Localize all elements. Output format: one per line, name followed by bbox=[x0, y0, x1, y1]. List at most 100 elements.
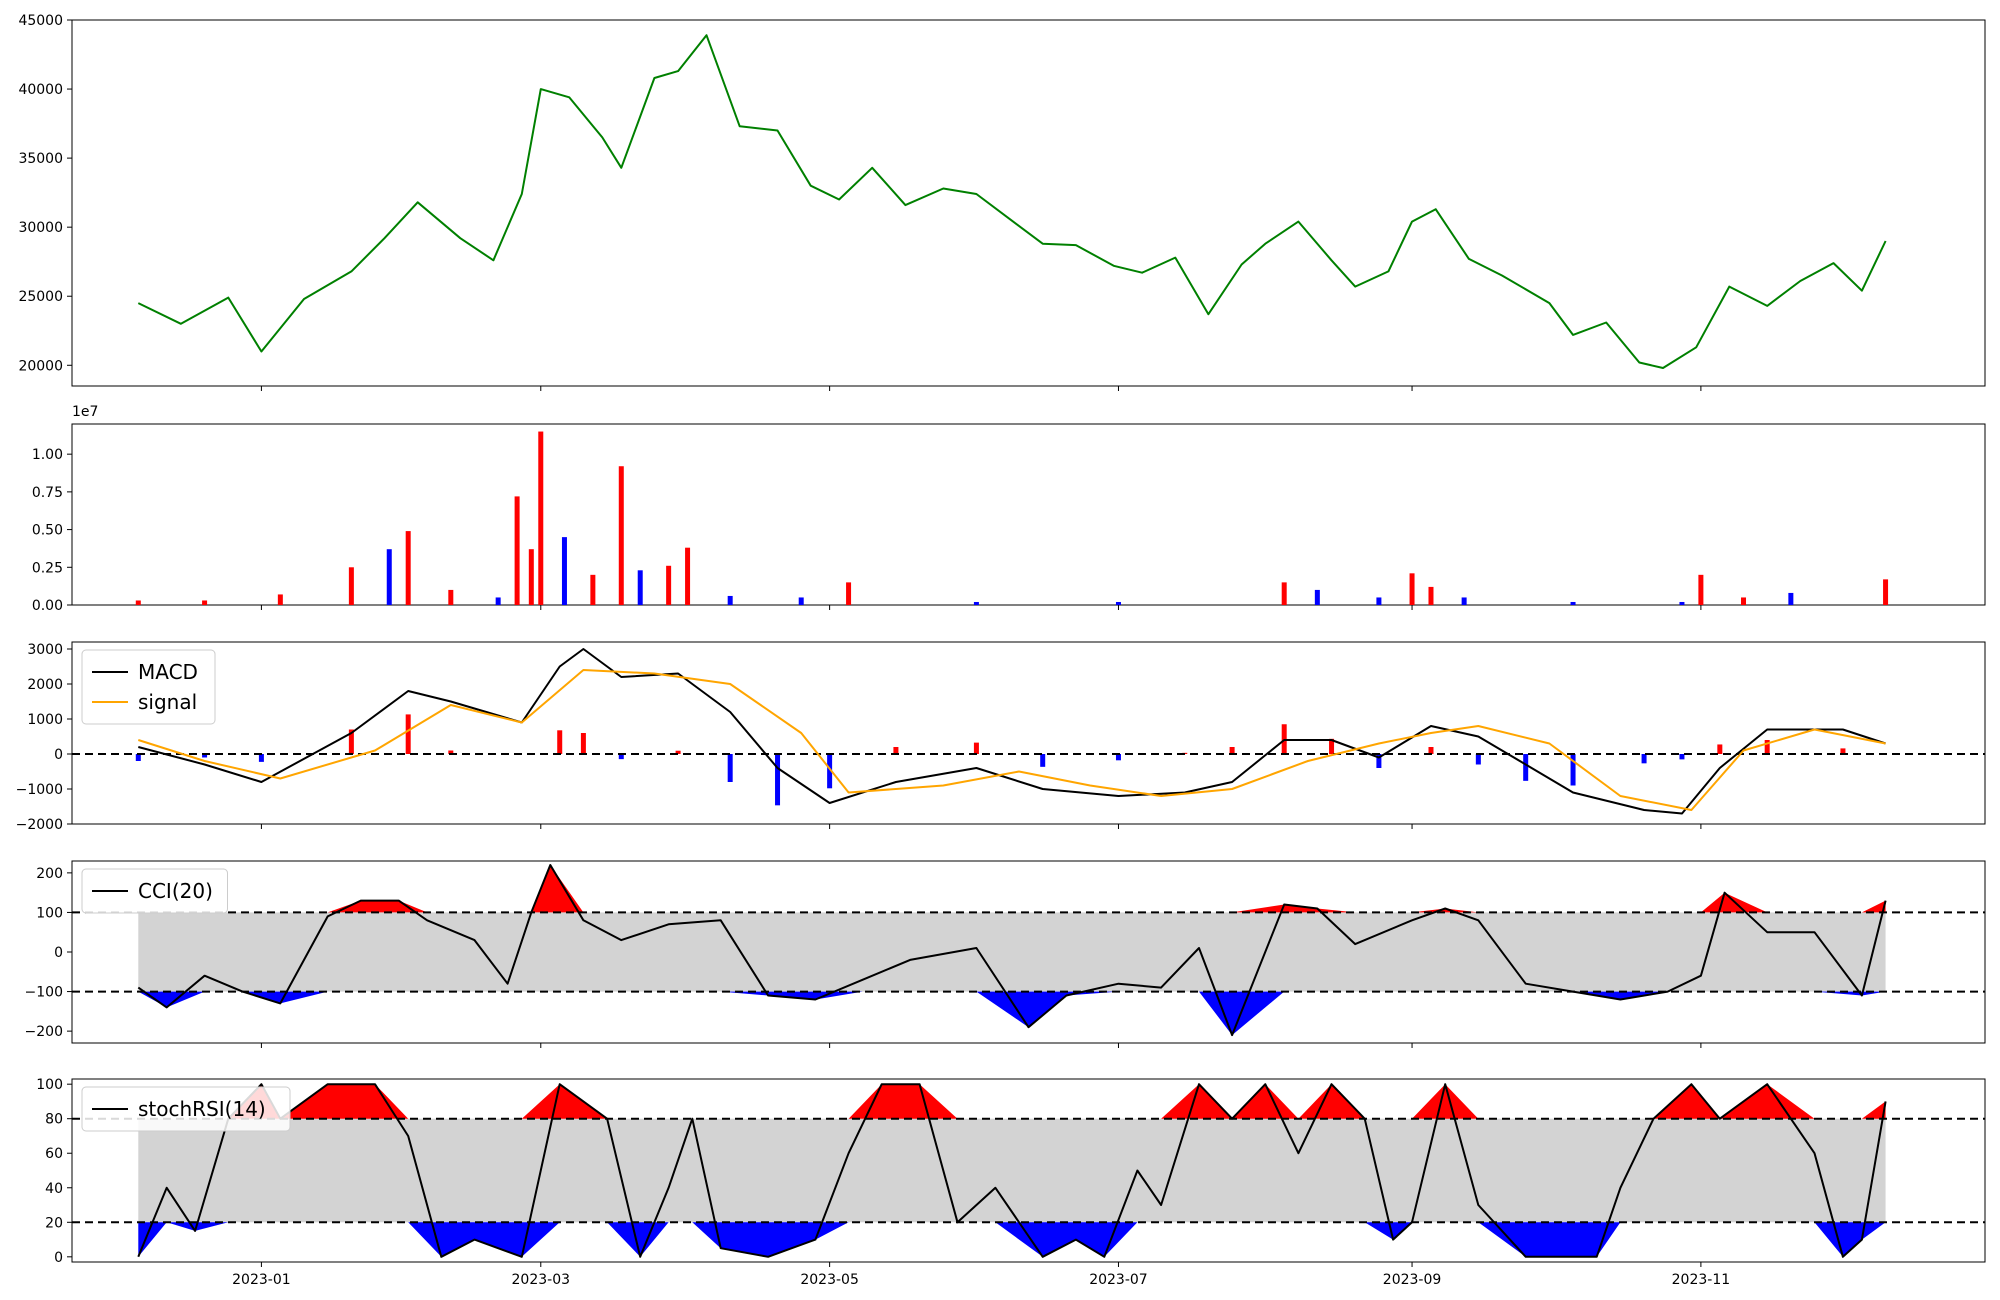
macd-histogram-bar bbox=[135, 754, 141, 761]
volume-bar bbox=[538, 431, 544, 605]
volume-bar bbox=[495, 597, 501, 605]
volume-bar bbox=[590, 574, 596, 605]
volume-bar bbox=[448, 589, 454, 605]
y-tick-label: 0.50 bbox=[32, 523, 63, 539]
axes-frame bbox=[71, 423, 1986, 606]
x-tick-label: 2023-01 bbox=[232, 1272, 291, 1288]
panel-1: 20000 25000 30000 35000 40000 45000 bbox=[18, 13, 1986, 391]
volume-bar bbox=[1409, 573, 1415, 605]
x-tick-label: 2023-09 bbox=[1383, 1272, 1442, 1288]
y-tick-label: 25000 bbox=[18, 289, 63, 305]
panel-3: −2000 −1000 0 1000 2000 3000 MACD signal bbox=[16, 641, 1986, 833]
oversold-fill bbox=[138, 991, 1886, 1036]
y-tick-label: 100 bbox=[36, 905, 63, 921]
y-tick-label: 80 bbox=[45, 1112, 63, 1128]
y-tick-label: 3000 bbox=[27, 642, 63, 658]
volume-bar bbox=[1115, 601, 1121, 605]
macd-histogram-bar bbox=[893, 747, 899, 754]
volume-bar bbox=[1461, 597, 1467, 605]
y-tick-label: 20000 bbox=[18, 358, 63, 374]
volume-bar bbox=[386, 549, 392, 605]
macd-histogram-bar bbox=[202, 754, 208, 758]
volume-bar bbox=[1314, 589, 1320, 605]
y-tick-label: 0 bbox=[54, 1250, 63, 1266]
y-tick-label: 20 bbox=[45, 1215, 63, 1231]
volume-bar bbox=[528, 549, 534, 605]
volume-bar bbox=[618, 466, 624, 605]
axes-frame bbox=[71, 641, 1986, 825]
series-line-MACD bbox=[138, 648, 1886, 815]
macd-histogram-bar bbox=[827, 754, 833, 789]
macd-histogram-bar bbox=[973, 742, 979, 754]
y-offset-label: 1e7 bbox=[72, 404, 98, 420]
y-tick-label: 1.00 bbox=[32, 447, 63, 463]
y-tick-label: 100 bbox=[36, 1077, 63, 1093]
legend-label: CCI(20) bbox=[138, 879, 213, 903]
y-tick-label: 200 bbox=[36, 866, 63, 882]
macd-histogram-bar bbox=[1840, 748, 1846, 754]
macd-histogram-bar bbox=[1570, 754, 1576, 786]
y-tick-label: 30000 bbox=[18, 220, 63, 236]
macd-histogram-bar bbox=[675, 750, 681, 754]
panel-4: −200 −100 0 100 200 CCI(20) bbox=[25, 860, 1986, 1048]
oversold-fill bbox=[138, 1222, 1886, 1257]
volume-bar bbox=[1788, 592, 1794, 605]
macd-histogram-bar bbox=[1717, 744, 1723, 754]
y-tick-label: 0.25 bbox=[32, 560, 63, 576]
volume-bar bbox=[135, 600, 141, 605]
volume-bar bbox=[1428, 586, 1434, 605]
macd-histogram-bar bbox=[1329, 738, 1335, 754]
macd-histogram-bar bbox=[775, 754, 781, 806]
volume-bar bbox=[1376, 597, 1382, 605]
macd-histogram-bar bbox=[1376, 754, 1382, 768]
macd-histogram-bar bbox=[618, 754, 624, 760]
y-tick-label: −100 bbox=[25, 985, 63, 1001]
y-tick-label: −2000 bbox=[16, 817, 63, 833]
legend-box bbox=[81, 649, 216, 725]
volume-bar bbox=[666, 565, 672, 605]
volume-bar bbox=[348, 567, 354, 605]
x-tick-label: 2023-11 bbox=[1672, 1272, 1731, 1288]
macd-histogram-bar bbox=[348, 729, 354, 754]
y-tick-label: 0 bbox=[54, 747, 63, 763]
macd-histogram-bar bbox=[1229, 747, 1235, 754]
panel-5: 0 20 40 60 80 100 stochRSI(14) 2023-01 2023-03 20… bbox=[36, 1077, 1986, 1288]
y-tick-label: 0.75 bbox=[32, 485, 63, 501]
macd-histogram-bar bbox=[580, 733, 586, 754]
macd-histogram-bar bbox=[1115, 754, 1121, 761]
y-tick-label: −200 bbox=[25, 1024, 63, 1040]
macd-histogram-bar bbox=[1040, 754, 1046, 767]
volume-bar bbox=[798, 597, 804, 605]
legend-label: stochRSI(14) bbox=[138, 1097, 266, 1121]
y-tick-label: 1000 bbox=[27, 712, 63, 728]
panel-2: 0.00 0.25 0.50 0.75 1.00 1e7 bbox=[32, 404, 1986, 614]
macd-histogram-bar bbox=[1679, 754, 1685, 760]
volume-bar bbox=[202, 600, 208, 605]
series-line-stochRSI(14) bbox=[137, 1083, 1887, 1258]
overbought-fill bbox=[138, 1084, 1886, 1119]
overbought-fill bbox=[138, 865, 1886, 913]
y-tick-label: 35000 bbox=[18, 151, 63, 167]
axes-frame bbox=[71, 1078, 1986, 1263]
series-line-signal bbox=[137, 669, 1886, 811]
volume-bar bbox=[277, 594, 283, 605]
neutral-band bbox=[138, 912, 1886, 992]
legend-box bbox=[81, 1086, 291, 1132]
volume-bar bbox=[685, 547, 691, 605]
volume-bar bbox=[1741, 597, 1747, 605]
volume-bar bbox=[1698, 574, 1704, 605]
macd-histogram-bar bbox=[557, 730, 563, 754]
y-tick-label: 40000 bbox=[18, 82, 63, 98]
legend-label: signal bbox=[138, 690, 197, 714]
neutral-band bbox=[138, 1118, 1886, 1223]
macd-histogram-bar bbox=[1428, 747, 1434, 754]
volume-bar bbox=[1570, 601, 1576, 605]
x-tick-label: 2023-05 bbox=[800, 1272, 859, 1288]
x-tick-label: 2023-07 bbox=[1089, 1272, 1148, 1288]
volume-bar bbox=[405, 531, 411, 605]
price-line bbox=[137, 34, 1887, 369]
macd-histogram-bar bbox=[1523, 754, 1529, 781]
legend-label: MACD bbox=[138, 660, 198, 684]
volume-bar bbox=[846, 582, 852, 605]
